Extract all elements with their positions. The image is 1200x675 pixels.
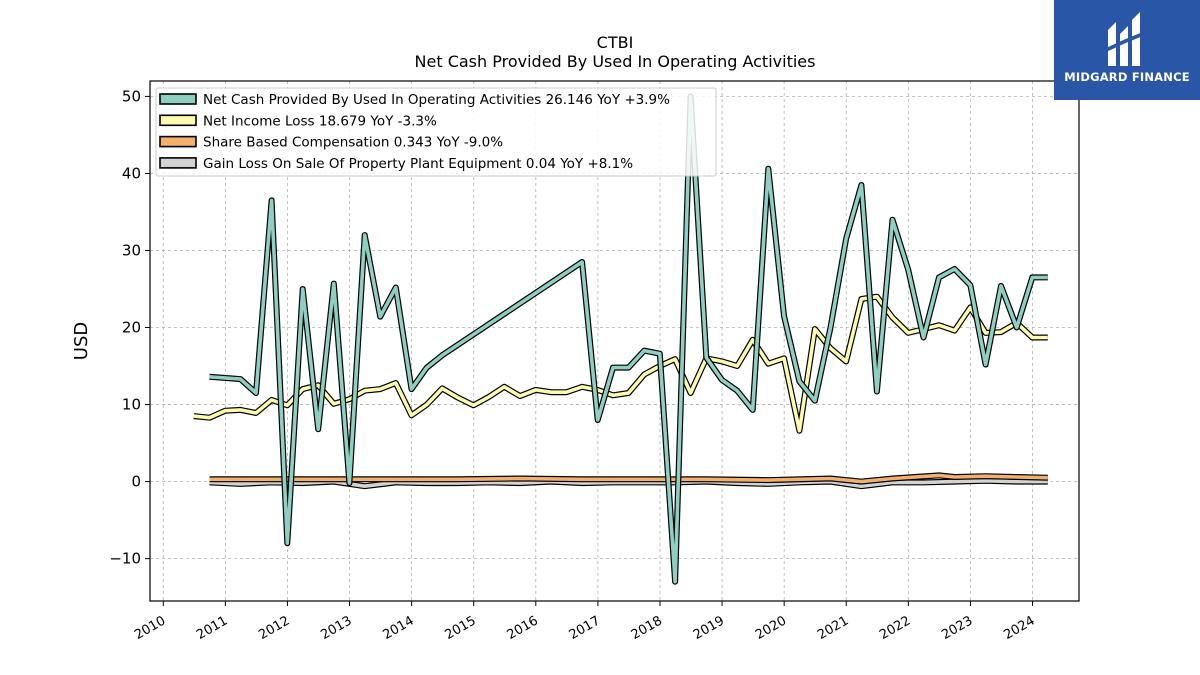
legend-entry: Gain Loss On Sale Of Property Plant Equi… bbox=[203, 156, 633, 172]
chart-subtitle: Net Cash Provided By Used In Operating A… bbox=[415, 52, 816, 71]
y-tick-label: 10 bbox=[122, 396, 141, 414]
y-tick-label: 50 bbox=[122, 87, 141, 105]
midgard-logo-icon bbox=[1106, 12, 1148, 66]
x-tick-label: 2012 bbox=[256, 613, 292, 643]
x-tick-label: 2017 bbox=[567, 613, 603, 643]
x-tick-label: 2015 bbox=[443, 613, 479, 643]
y-tick-label: 0 bbox=[131, 473, 141, 491]
legend-entry: Share Based Compensation 0.343 YoY -9.0% bbox=[203, 135, 503, 151]
y-tick-label: 20 bbox=[122, 319, 141, 337]
legend-swatch bbox=[159, 93, 197, 105]
brand-logo: MIDGARD FINANCE bbox=[1054, 0, 1200, 100]
legend-entry: Net Income Loss 18.679 YoY -3.3% bbox=[203, 113, 437, 129]
x-tick-label: 2024 bbox=[1001, 613, 1037, 643]
grid bbox=[150, 81, 1079, 601]
x-tick-label: 2023 bbox=[939, 613, 975, 643]
x-tick-label: 2022 bbox=[877, 613, 913, 643]
x-tick-label: 2010 bbox=[132, 613, 168, 643]
x-tick-label: 2019 bbox=[691, 613, 727, 643]
legend-swatch bbox=[159, 135, 197, 148]
legend-box bbox=[155, 87, 717, 177]
series-line bbox=[209, 94, 1048, 584]
x-tick-label: 2018 bbox=[629, 613, 665, 643]
x-tick-label: 2016 bbox=[505, 613, 541, 643]
x-tick-label: 2021 bbox=[815, 613, 851, 643]
series-line bbox=[209, 473, 1048, 484]
series-line bbox=[193, 294, 1048, 433]
y-tick-label: 40 bbox=[122, 164, 141, 182]
legend-entry: Net Cash Provided By Used In Operating A… bbox=[203, 92, 670, 108]
legend: Net Cash Provided By Used In Operating A… bbox=[155, 87, 717, 177]
legend-swatch bbox=[159, 114, 197, 127]
series-layer bbox=[193, 93, 1048, 585]
y-tick-label: −10 bbox=[109, 550, 141, 568]
legend-swatch bbox=[159, 157, 197, 169]
plot-frame bbox=[149, 80, 1080, 602]
brand-name: MIDGARD FINANCE bbox=[1064, 70, 1190, 84]
chart-title: CTBI bbox=[597, 33, 634, 52]
y-tick-label: 30 bbox=[122, 241, 141, 259]
x-tick-label: 2011 bbox=[194, 613, 230, 643]
x-tick-label: 2014 bbox=[380, 613, 416, 643]
y-axis-label: USD bbox=[71, 322, 92, 360]
x-tick-label: 2020 bbox=[753, 613, 789, 643]
x-tick-label: 2013 bbox=[318, 613, 354, 643]
